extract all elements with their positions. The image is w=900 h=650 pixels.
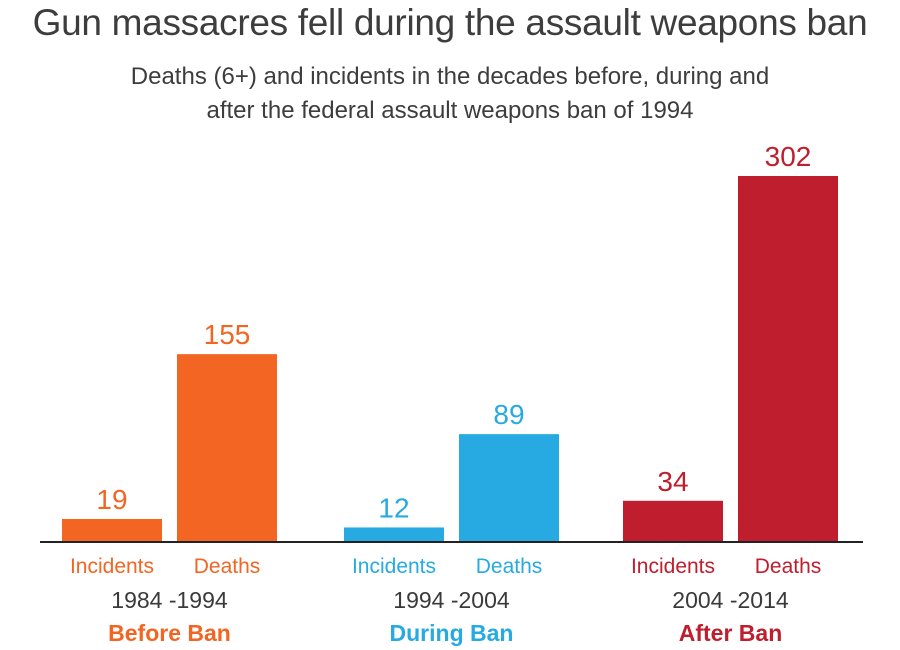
group-label-during-ban: During Ban <box>390 620 514 646</box>
data-label-during-ban-deaths: 89 <box>493 399 524 430</box>
bar-during-ban-incidents <box>344 527 444 542</box>
tick-label-before-ban-deaths: Deaths <box>194 555 261 578</box>
period-label-during-ban: 1994 -2004 <box>393 587 510 613</box>
chart-subtitle: Deaths (6+) and incidents in the decades… <box>0 60 900 128</box>
data-label-after-ban-incidents: 34 <box>657 466 688 497</box>
group-label-after-ban: After Ban <box>679 620 783 646</box>
bar-before-ban-incidents <box>62 518 162 542</box>
data-label-during-ban-incidents: 12 <box>378 492 409 523</box>
tick-label-after-ban-deaths: Deaths <box>755 555 822 578</box>
bar-after-ban-deaths <box>738 176 838 542</box>
bar-during-ban-deaths <box>459 434 559 542</box>
tick-label-during-ban-deaths: Deaths <box>476 555 543 578</box>
group-label-before-ban: Before Ban <box>108 620 231 646</box>
bar-after-ban-incidents <box>623 500 723 542</box>
data-label-before-ban-deaths: 155 <box>204 319 251 350</box>
subtitle-line-2: after the federal assault weapons ban of… <box>206 97 694 124</box>
tick-label-after-ban-incidents: Incidents <box>631 555 715 578</box>
subtitle-line-1: Deaths (6+) and incidents in the decades… <box>130 63 770 90</box>
data-label-after-ban-deaths: 302 <box>765 141 812 172</box>
period-label-before-ban: 1984 -1994 <box>111 587 228 613</box>
tick-label-during-ban-incidents: Incidents <box>352 555 436 578</box>
period-label-after-ban: 2004 -2014 <box>672 587 789 613</box>
bar-before-ban-deaths <box>177 354 277 542</box>
chart-title: Gun massacres fell during the assault we… <box>32 2 868 43</box>
data-label-before-ban-incidents: 19 <box>96 484 127 515</box>
tick-label-before-ban-incidents: Incidents <box>70 555 154 578</box>
